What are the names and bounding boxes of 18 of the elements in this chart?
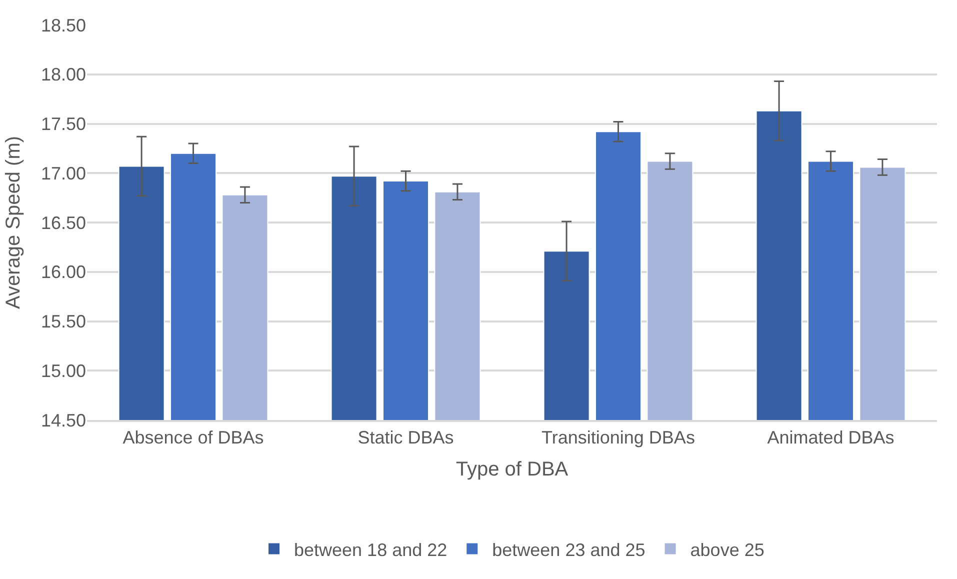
y-tick-label: 17.50 xyxy=(40,114,86,134)
x-tick-label: Transitioning DBAs xyxy=(542,428,695,448)
y-tick-label: 16.50 xyxy=(40,212,86,233)
legend-label: above 25 xyxy=(690,540,764,560)
x-tick-label: Absence of DBAs xyxy=(122,428,264,448)
x-tick-label: Static DBAs xyxy=(358,428,454,448)
y-tick-label: 17.00 xyxy=(40,163,86,184)
y-tick-label: 16.00 xyxy=(40,262,86,282)
y-tick-label: 14.50 xyxy=(40,410,86,430)
x-tick-label: Animated DBAs xyxy=(767,428,894,448)
legend-label: between 23 and 25 xyxy=(492,540,646,560)
y-tick-label: 15.00 xyxy=(40,360,86,381)
x-axis-title: Type of DBA xyxy=(456,458,569,481)
y-tick-label: 18.50 xyxy=(40,15,86,36)
y-tick-label: 15.50 xyxy=(40,312,86,332)
legend-label: between 18 and 22 xyxy=(294,540,448,560)
y-axis-title: Average Speed (m) xyxy=(2,136,24,310)
y-tick-label: 18.00 xyxy=(40,64,86,85)
